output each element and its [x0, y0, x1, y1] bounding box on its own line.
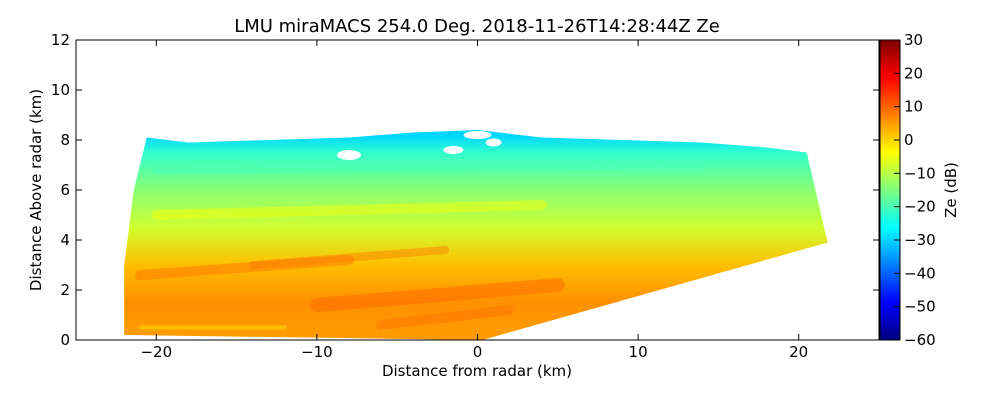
colorbar-tick-label: −50	[904, 298, 936, 316]
colorbar: −60 −50 −40 −30 −20 −10 0 10 20 30 Ze (dB)	[879, 31, 960, 349]
y-tick-label: 4	[60, 231, 70, 249]
colorbar-scale	[879, 39, 901, 341]
chart-title: LMU miraMACS 254.0 Deg. 2018-11-26T14:28…	[234, 16, 720, 37]
radar-echo-region	[124, 130, 828, 340]
colorbar-tick-label: 30	[904, 31, 923, 49]
x-tick-label: −20	[140, 343, 172, 361]
y-axis-label: Distance Above radar (km)	[27, 89, 45, 291]
y-tick-label: 0	[60, 331, 70, 349]
colorbar-tick-label: −60	[904, 331, 936, 349]
colorbar-tick-label: 0	[904, 131, 914, 149]
colorbar-ticks: −60 −50 −40 −30 −20 −10 0 10 20 30	[894, 31, 936, 349]
colorbar-tick-label: 10	[904, 98, 923, 116]
x-tick-label: −10	[301, 343, 333, 361]
y-tick-label: 8	[60, 131, 70, 149]
y-axis-ticks: 0 2 4 6 8 10 12	[51, 31, 879, 349]
y-tick-label: 10	[51, 81, 70, 99]
y-tick-label: 2	[60, 281, 70, 299]
y-tick-label: 12	[51, 31, 70, 49]
colorbar-tick-label: −20	[904, 198, 936, 216]
colorbar-tick-label: −10	[904, 164, 936, 182]
reflectivity-texture	[135, 161, 707, 330]
x-axis-label: Distance from radar (km)	[382, 362, 572, 380]
plot-area: −20 −10 0 10 20 0 2 4 6 8 10 12	[51, 31, 880, 361]
colorbar-tick-label: −30	[904, 231, 936, 249]
x-tick-label: 10	[629, 343, 648, 361]
y-tick-label: 6	[60, 181, 70, 199]
colorbar-tick-label: 20	[904, 64, 923, 82]
echo-top-gaps	[337, 131, 502, 160]
colorbar-tick-label: −40	[904, 264, 936, 282]
x-tick-label: 0	[473, 343, 483, 361]
x-axis-ticks: −20 −10 0 10 20	[140, 40, 808, 361]
colorbar-label: Ze (dB)	[942, 162, 960, 218]
x-tick-label: 20	[789, 343, 808, 361]
